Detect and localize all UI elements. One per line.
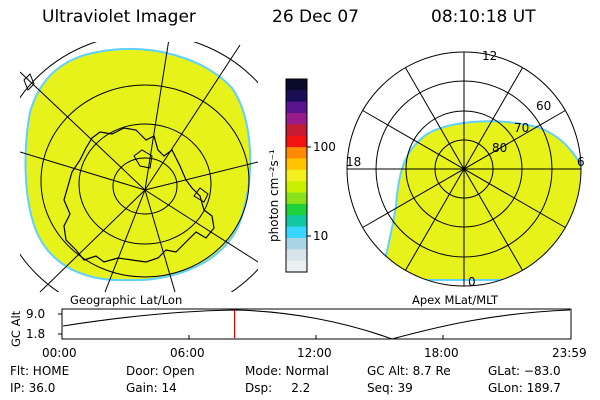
colorbar-band (286, 226, 307, 239)
colorbar-band (286, 79, 307, 91)
colorbar-band (286, 192, 307, 205)
time-tick-1800: 18:00 (424, 346, 459, 360)
mlt-label-0: 0 (468, 275, 476, 289)
status-door: Door: Open (126, 364, 195, 378)
colorbar-band (286, 203, 307, 216)
colorbar-band (286, 158, 307, 171)
time-tick-2359: 23:59 (552, 346, 587, 360)
app-title: Ultraviolet Imager (42, 7, 196, 27)
mlat-label-80: 80 (492, 141, 507, 155)
antarctica-coastline (63, 127, 215, 263)
altitude-plot: GC Alt 9.0 1.8 00:00 06:00 12:00 18:00 2… (9, 307, 587, 360)
colorbar-band (286, 215, 307, 228)
mag-polar-panel: 12 18 6 0 60 70 80 (346, 49, 585, 289)
altitude-ytick-low: 1.8 (26, 327, 45, 341)
mag-panel-label: Apex MLat/MLT (412, 293, 499, 307)
mlt-label-6: 6 (577, 155, 585, 169)
header-time: 08:10:18 UT (431, 7, 536, 27)
colorbar-tick-10: 10 (313, 229, 328, 243)
geo-map-panel (20, 42, 258, 292)
status-glat: GLat: −83.0 (488, 364, 561, 378)
colorbar-band (286, 90, 307, 103)
status-flight: Flt: HOME (10, 364, 70, 378)
colorbar-band (286, 124, 307, 137)
mag-uv-coverage (378, 120, 581, 281)
status-glon: GLon: 189.7 (488, 381, 561, 395)
mlat-label-60: 60 (536, 99, 551, 113)
colorbar-band (286, 169, 307, 182)
colorbar-band (286, 237, 307, 250)
colorbar-band (286, 101, 307, 114)
altitude-axis-label: GC Alt (9, 310, 23, 347)
time-tick-0600: 06:00 (170, 346, 205, 360)
status-dsp: Dsp: 2.2 (245, 381, 311, 395)
mlt-label-18: 18 (346, 155, 361, 169)
colorbar-tick-100: 100 (313, 140, 336, 154)
status-ip: IP: 36.0 (10, 381, 56, 395)
status-mode: Mode: Normal (245, 364, 329, 378)
colorbar-band (286, 181, 307, 194)
time-tick-0000: 00:00 (42, 346, 77, 360)
mlat-label-70: 70 (514, 121, 529, 135)
status-gc-alt: GC Alt: 8.7 Re (367, 364, 451, 378)
colorbar-band (286, 135, 307, 148)
time-tick-1200: 12:00 (297, 346, 332, 360)
colorbar-unit-label: photon cm⁻²s⁻¹ (267, 149, 281, 242)
status-gain: Gain: 14 (126, 381, 177, 395)
colorbar-band (286, 113, 307, 125)
mlt-label-12: 12 (482, 49, 497, 63)
header-date: 26 Dec 07 (272, 7, 359, 27)
geo-panel-label: Geographic Lat/Lon (70, 293, 182, 307)
status-seq: Seq: 39 (367, 381, 413, 395)
colorbar-band (286, 260, 307, 273)
altitude-ytick-high: 9.0 (26, 307, 45, 321)
colorbar (286, 79, 307, 273)
colorbar-band (286, 147, 307, 159)
altitude-plot-frame (61, 308, 572, 340)
colorbar-frame (285, 78, 308, 273)
colorbar-band (286, 249, 307, 262)
geo-uv-coverage (24, 48, 252, 282)
altitude-curve (62, 309, 571, 340)
